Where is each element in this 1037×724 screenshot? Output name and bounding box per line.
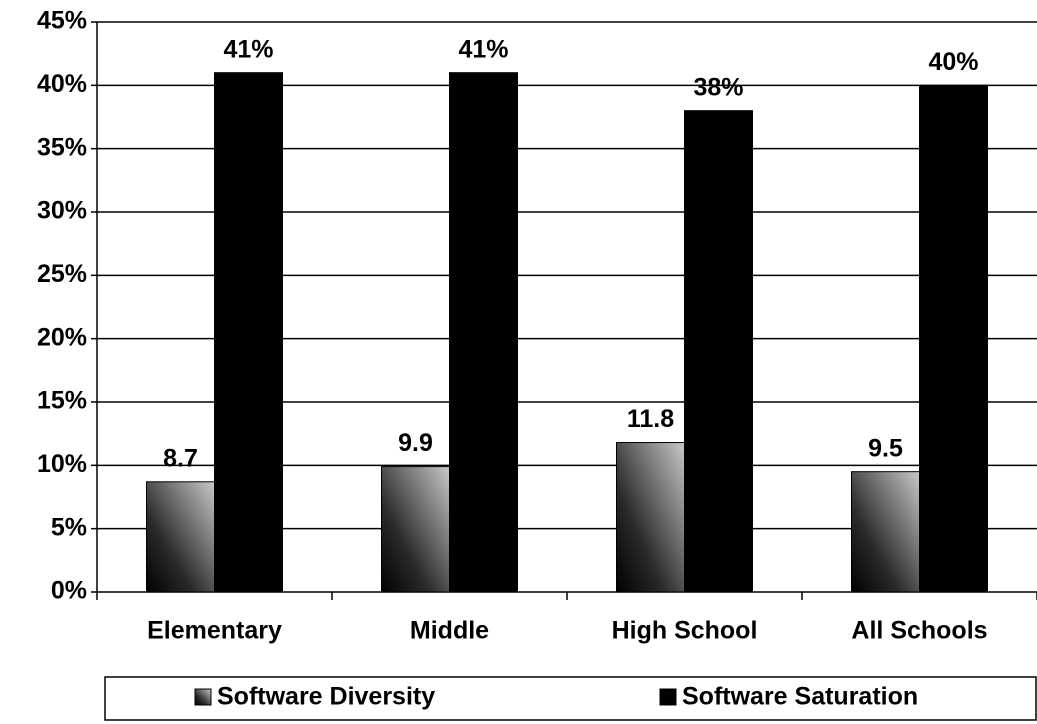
- x-tick-label: Middle: [410, 617, 489, 645]
- legend-label: Software Saturation: [682, 683, 918, 711]
- bar: [684, 110, 753, 593]
- x-tick-label: High School: [612, 617, 758, 645]
- data-label: 9.9: [398, 429, 433, 457]
- bar: [381, 466, 450, 593]
- legend-swatch: [659, 688, 677, 706]
- data-label: 41%: [223, 35, 273, 63]
- y-tick-label: 0%: [51, 577, 87, 605]
- data-label: 8.7: [163, 444, 198, 472]
- data-label: 9.5: [868, 434, 903, 462]
- y-tick-label: 30%: [37, 197, 87, 225]
- y-tick-label: 10%: [37, 450, 87, 478]
- y-tick-label: 45%: [37, 7, 87, 35]
- data-label: 11.8: [627, 405, 674, 433]
- y-tick-label: 5%: [51, 513, 87, 541]
- legend-box: [104, 676, 1037, 721]
- bar: [616, 442, 685, 593]
- x-tick-label: All Schools: [851, 617, 987, 645]
- bar: [214, 72, 283, 593]
- legend-label: Software Diversity: [217, 683, 435, 711]
- data-label: 38%: [693, 73, 743, 101]
- y-tick-label: 35%: [37, 133, 87, 161]
- bar: [146, 481, 215, 593]
- y-tick-label: 25%: [37, 260, 87, 288]
- bar: [919, 84, 988, 593]
- x-tick-label: Elementary: [147, 617, 282, 645]
- bar: [449, 72, 518, 593]
- legend-swatch: [194, 688, 212, 706]
- y-tick-label: 15%: [37, 387, 87, 415]
- y-tick-label: 20%: [37, 323, 87, 351]
- bar: [851, 471, 920, 593]
- data-label: 40%: [928, 48, 978, 76]
- y-tick-label: 40%: [37, 70, 87, 98]
- data-label: 41%: [458, 35, 508, 63]
